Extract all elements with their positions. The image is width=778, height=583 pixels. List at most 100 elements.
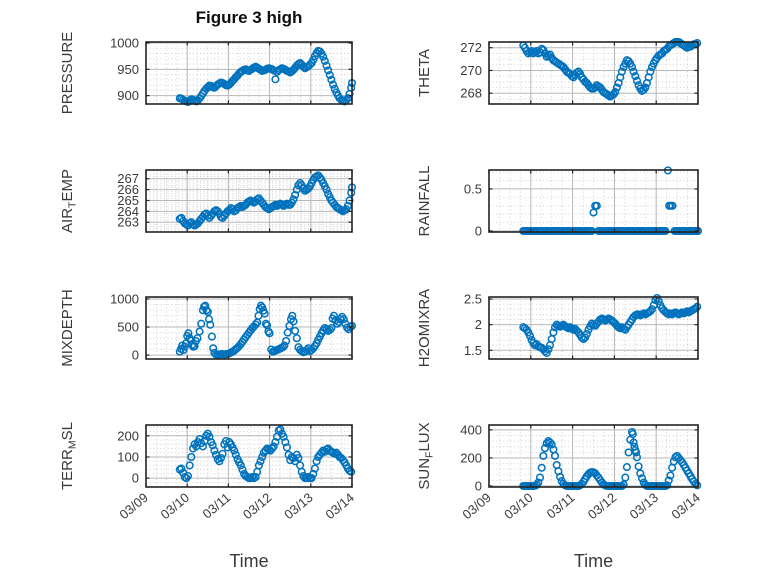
y-axis-label-subscript: M — [67, 440, 79, 449]
y-axis-label-text: EMP — [59, 169, 76, 202]
y-axis-label-pressure: PRESSURE — [59, 32, 76, 115]
y-tick-label: 1000 — [110, 36, 139, 51]
scatter-point — [278, 343, 287, 352]
x-tick-label: 03/13 — [281, 490, 316, 522]
scatter-point — [197, 319, 206, 328]
scatter-point — [281, 438, 290, 447]
scatter-point — [289, 195, 298, 204]
axes-box — [488, 424, 699, 488]
y-axis-label-mixdepth: MIXDEPTH — [59, 289, 76, 367]
scatter-point — [292, 334, 301, 343]
scatter-point — [534, 478, 543, 487]
scatter-point — [621, 473, 630, 482]
y-tick-label: 100 — [117, 449, 139, 464]
axes-box — [145, 41, 353, 105]
scatter-point — [210, 446, 219, 455]
y-tick-label: 950 — [117, 62, 139, 77]
scatter-point — [208, 441, 217, 450]
y-axis-label-rainfall: RAINFALL — [416, 166, 433, 237]
x-tick-label: 03/09 — [459, 490, 494, 522]
x-tick-label: 03/14 — [322, 490, 357, 522]
scatter-point — [276, 425, 285, 434]
scatter-point — [327, 75, 336, 84]
scatter-point — [535, 473, 545, 482]
scatter-point — [261, 319, 270, 328]
scatter-point — [661, 226, 670, 236]
y-axis-label-subscript: F — [424, 452, 436, 458]
scatter-point — [254, 461, 263, 470]
y-axis-label-sun-flux: SUNFLUX — [416, 422, 436, 489]
scatter-point — [322, 325, 331, 334]
scatter-point — [185, 461, 194, 470]
scatter-point — [537, 463, 546, 472]
scatter-point — [204, 315, 214, 324]
scatter-point — [646, 67, 655, 76]
scatter-point — [322, 61, 331, 70]
scatter-point — [183, 471, 193, 481]
scatter-point — [582, 329, 591, 338]
scatter-point — [617, 67, 626, 76]
scatter-point — [539, 451, 548, 460]
scatter-point — [177, 464, 186, 473]
y-tick-label: 267 — [117, 171, 139, 186]
scatter-point — [195, 327, 204, 336]
scatter-point — [297, 467, 306, 476]
scatter-point — [525, 331, 535, 340]
scatter-point — [256, 457, 265, 466]
scatter-point — [646, 307, 655, 316]
scatter-point — [327, 324, 336, 333]
y-axis-label-text: SL — [59, 422, 76, 440]
scatter-point — [288, 311, 297, 320]
scatter-point — [279, 432, 288, 441]
x-tick-label: 03/12 — [240, 490, 275, 522]
scatter-point — [282, 443, 291, 452]
scatter-point — [309, 55, 318, 64]
y-tick-label: 0 — [132, 471, 139, 486]
y-axis-label-text: RAINFALL — [416, 166, 433, 237]
y-tick-label: 264 — [117, 204, 139, 219]
scatter-point — [622, 463, 631, 472]
scatter-point — [184, 329, 193, 338]
scatter-point — [216, 453, 226, 463]
subplot-mixdepth: 0 500 1000 MIXDEPTH — [59, 289, 357, 367]
x-tick-label: 03/11 — [544, 490, 578, 522]
scatter-point — [325, 325, 334, 334]
scatter-point — [251, 320, 260, 329]
x-tick-label: 03/10 — [158, 490, 193, 522]
scatter-point — [307, 474, 316, 483]
y-tick-label: 1000 — [110, 291, 139, 306]
y-axis-label-text: PRESSURE — [59, 32, 76, 115]
scatter-point — [550, 451, 560, 460]
scatter-point — [207, 332, 216, 341]
scatter-point — [258, 452, 267, 462]
scatter-point — [291, 326, 300, 335]
axes-box — [488, 169, 699, 233]
y-axis-label-theta: THETA — [416, 49, 433, 97]
scatter-point — [312, 457, 321, 466]
scatter-point — [309, 469, 318, 478]
x-tick-label: 03/13 — [627, 490, 662, 522]
y-axis-label-text: TERR — [59, 449, 76, 490]
y-axis-label-text: SUN — [416, 458, 433, 490]
scatter-point — [319, 52, 328, 61]
axes-box — [488, 296, 699, 360]
scatter-point — [328, 80, 338, 89]
scatter-point — [668, 201, 677, 210]
subplot-rainfall: 0 0.5 RAINFALL — [416, 166, 703, 238]
y-tick-label: 266 — [117, 182, 139, 197]
scatter-point — [251, 473, 260, 482]
scatter-point — [206, 320, 215, 329]
scatter-point — [339, 315, 348, 324]
scatter-point — [632, 448, 641, 457]
scatter-point — [629, 67, 638, 76]
figure-title: Figure 3 high — [195, 8, 303, 27]
scatter-point — [636, 469, 645, 478]
x-tick-label: 03/10 — [501, 490, 536, 522]
scatter-point — [632, 76, 642, 85]
scatter-point — [324, 66, 333, 75]
subplot-h2omixra: 1.5 2 2.5 H2OMIXRA — [416, 289, 702, 367]
scatter-point — [619, 480, 628, 489]
y-axis-label-air-temp: AIRTEMP — [59, 169, 79, 233]
